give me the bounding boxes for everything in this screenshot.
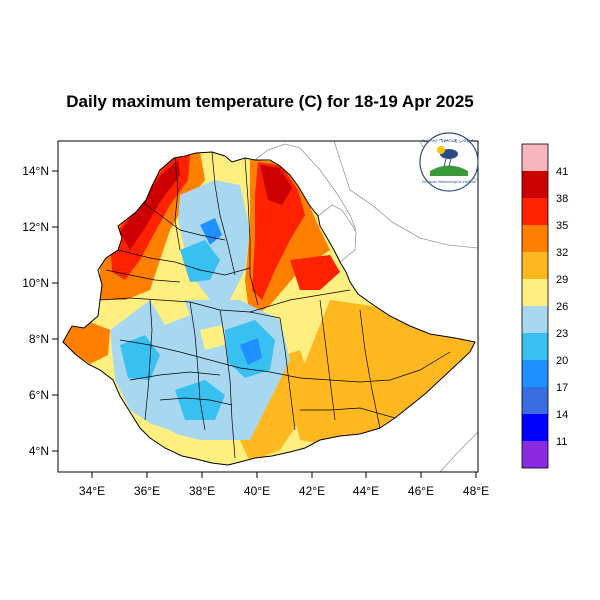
colorbar-label: 35 (556, 220, 568, 232)
logo-text-top: የኢትዮጵያ ሜቲዎሮሎጂ ኢንስቲትዩት (422, 138, 476, 143)
map-title: Daily maximum temperature (C) for 18-19 … (66, 92, 474, 111)
colorbar-label: 11 (556, 436, 567, 448)
x-tick-label: 42°E (299, 484, 325, 498)
colorbar-swatch (522, 198, 548, 225)
y-tick-label: 4°N (29, 444, 49, 458)
colorbar-frame (521, 143, 549, 469)
y-ticks (52, 170, 58, 452)
x-tick-label: 38°E (189, 484, 215, 498)
x-tick-label: 34°E (79, 484, 105, 498)
colorbar-label: 20 (556, 355, 568, 367)
y-tick-label: 8°N (29, 332, 49, 346)
y-tick-label: 14°N (22, 164, 49, 178)
colorbar-label: 14 (556, 409, 568, 421)
ethiopia-outline (62, 151, 476, 466)
x-tick-label: 36°E (134, 484, 160, 498)
y-tick-labels: 14°N 12°N 10°N 8°N 6°N 4°N (22, 164, 49, 458)
colorbar-swatch (522, 333, 548, 360)
emi-logo: የኢትዮጵያ ሜቲዎሮሎጂ ኢንስቲትዩት Ethiopian Meteorol… (419, 132, 479, 192)
colorbar-swatch (522, 414, 548, 441)
colorbar-swatch (522, 441, 548, 468)
colorbar: 41 38 35 32 29 26 23 20 17 14 11 (521, 143, 568, 469)
x-tick-label: 40°E (244, 484, 270, 498)
x-tick-labels: 34°E 36°E 38°E 40°E 42°E 44°E 46°E 48°E (79, 484, 489, 498)
y-tick-label: 6°N (29, 388, 49, 402)
colorbar-label: 41 (556, 166, 568, 178)
colorbar-label: 32 (556, 247, 568, 259)
colorbar-label: 29 (556, 274, 568, 286)
colorbar-swatch (522, 252, 548, 279)
y-tick-label: 10°N (22, 276, 49, 290)
colorbar-swatch (522, 306, 548, 333)
colorbar-swatch (522, 171, 548, 198)
logo-text-bottom: Ethiopian Meteorological Institute (422, 180, 476, 184)
colorbar-label: 23 (556, 328, 568, 340)
colorbar-swatch (522, 360, 548, 387)
admin-boundaries (99, 152, 451, 459)
colorbar-swatch (522, 279, 548, 306)
colorbar-swatch (522, 144, 548, 171)
colorbar-label: 17 (556, 382, 568, 394)
x-ticks (91, 472, 477, 478)
x-tick-label: 44°E (353, 484, 379, 498)
colorbar-swatch (522, 225, 548, 252)
y-tick-label: 12°N (22, 220, 49, 234)
colorbar-swatch (522, 387, 548, 414)
colorbar-label: 26 (556, 301, 568, 313)
x-tick-label: 48°E (463, 484, 489, 498)
plot-frame (57, 140, 479, 473)
x-tick-label: 46°E (408, 484, 434, 498)
colorbar-label: 38 (556, 193, 568, 205)
